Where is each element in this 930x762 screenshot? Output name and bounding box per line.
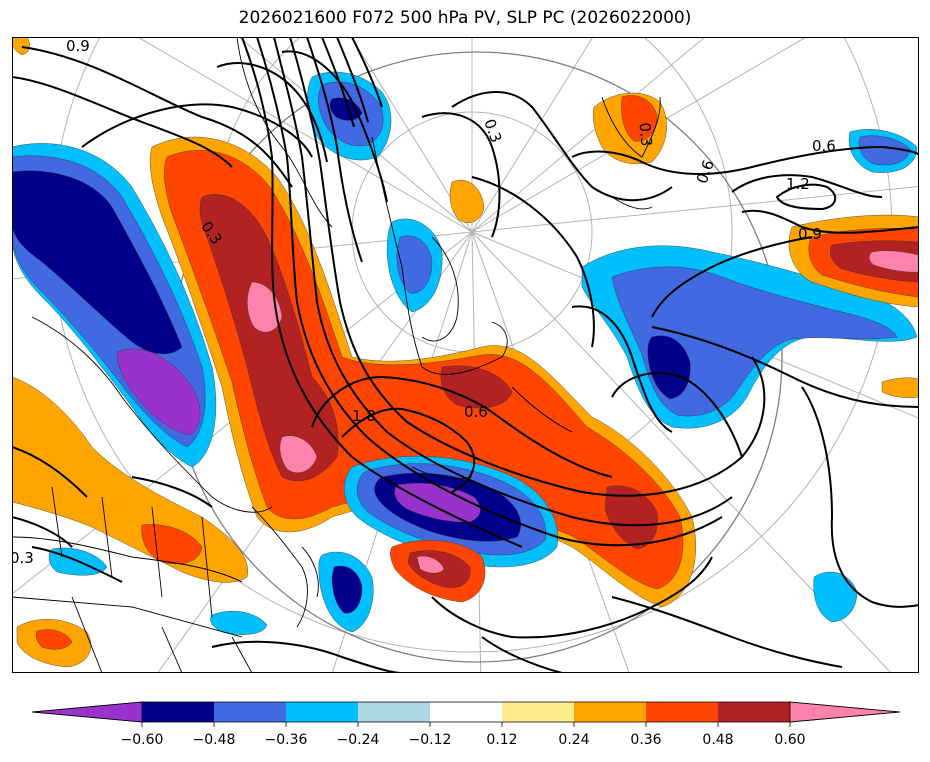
contour-label: 1.8	[352, 407, 376, 425]
pv-negative-patch	[396, 235, 433, 294]
map-panel: 0.9 0.3 0.3 0.6 1.2 0.9 0.3 0.6 1.8 0.3 …	[12, 37, 919, 673]
colorbar-tick-label: −0.24	[337, 732, 380, 748]
pv-positive-ridge	[199, 194, 339, 482]
colorbar-tick-label: 0.24	[558, 732, 589, 748]
colorbar-tick-label: 0.12	[486, 732, 517, 748]
contour-label: 0.9	[798, 225, 822, 243]
pv-negative-south	[394, 482, 481, 523]
colorbar-swatch	[718, 702, 790, 722]
pv-positive-patch	[12, 376, 248, 583]
pv-negative-patch	[331, 565, 363, 614]
colorbar-swatch	[574, 702, 646, 722]
pv-negative-east	[647, 335, 691, 400]
pv-positive-ridge	[440, 365, 513, 409]
pv-negative-patch	[813, 571, 858, 623]
colorbar-tick-label: −0.60	[121, 732, 164, 748]
colorbar-swatch	[286, 702, 358, 722]
colorbar-tick-label: −0.36	[265, 732, 308, 748]
pv-positive-ridge	[604, 485, 658, 550]
colorbar-tick-label: −0.48	[193, 732, 236, 748]
colorbar-swatch	[214, 702, 286, 722]
contour-label: 0.6	[812, 137, 836, 155]
contour-label: 1.2	[786, 175, 810, 193]
colorbar-tick-label: 0.36	[630, 732, 661, 748]
contour-label: 0.6	[464, 403, 488, 421]
map-title: 2026021600 F072 500 hPa PV, SLP PC (2026…	[238, 8, 692, 28]
colorbar-swatch	[646, 702, 718, 722]
colorbar-extend-low	[31, 701, 143, 723]
pv-negative-west	[12, 170, 183, 355]
colorbar-tick-label: −0.12	[409, 732, 452, 748]
pv-negative-west	[116, 348, 201, 436]
pv-positive-patch	[881, 377, 919, 398]
pv-positive-patch	[869, 250, 919, 273]
slp-contours	[12, 37, 919, 673]
pv-positive-patch	[449, 179, 485, 223]
pv-positive-patch	[621, 95, 658, 142]
colorbar-swatch	[502, 702, 574, 722]
contour-label: 0.3	[12, 549, 34, 567]
colorbar-tick-label: 0.48	[702, 732, 733, 748]
pv-positive-patch	[35, 629, 73, 650]
contour-label: 0.9	[66, 37, 90, 55]
colorbar: −0.60 −0.48 −0.36 −0.24 −0.12 0.12 0.24 0.36 0.4…	[31, 701, 901, 748]
colorbar-tick-label: 0.60	[774, 732, 805, 748]
colorbar-swatch	[142, 702, 214, 722]
pv-positive-patch	[416, 556, 445, 574]
map-frame	[12, 37, 919, 673]
pv-negative-patch	[210, 611, 268, 635]
colorbar-extend-high	[789, 701, 901, 723]
colorbar-swatch	[430, 702, 502, 722]
pv-positive-ridge	[279, 435, 318, 473]
colorbar-swatch	[358, 702, 430, 722]
contour-labels: 0.9 0.3 0.3 0.6 1.2 0.9 0.3 0.6 1.8 0.3 …	[12, 37, 836, 567]
pv-negative-patch	[859, 135, 911, 166]
contour-label: 0.3	[635, 122, 655, 147]
